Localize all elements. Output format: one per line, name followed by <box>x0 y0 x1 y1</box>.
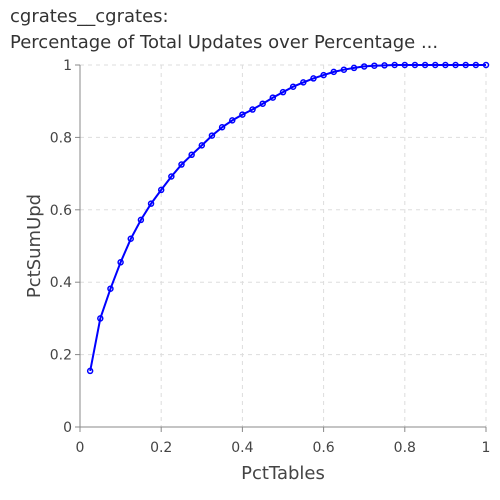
axes <box>75 64 487 432</box>
y-tick-label: 0.2 <box>50 348 72 364</box>
data-point <box>442 61 449 69</box>
data-point <box>239 111 246 118</box>
data-point <box>411 61 419 69</box>
data-point <box>249 106 256 113</box>
data-point <box>472 61 480 69</box>
y-tick-label: 0.4 <box>50 275 72 291</box>
x-tick-label: 1 <box>482 440 491 456</box>
data-point <box>371 62 378 69</box>
x-axis-title: PctTables <box>241 463 325 484</box>
data-point <box>340 66 348 73</box>
data-point <box>279 88 287 96</box>
data-point <box>259 100 266 107</box>
grid <box>80 64 487 427</box>
data-point <box>86 367 94 375</box>
x-tick-label: 0.6 <box>312 440 334 456</box>
data-point <box>401 61 409 69</box>
tick-labels: 0 0.2 0.4 0.6 0.8 1 0 0.2 0.4 0.6 0.8 1 <box>50 58 491 456</box>
y-tick-label: 0 <box>63 420 72 436</box>
data-point <box>218 124 226 131</box>
data-point <box>462 61 469 69</box>
data-point <box>421 61 429 69</box>
y-tick-label: 1 <box>63 58 72 74</box>
data-point <box>117 259 124 266</box>
data-point <box>289 83 297 90</box>
x-tick-label: 0 <box>76 440 85 456</box>
data-point <box>360 63 368 70</box>
data-point <box>127 235 134 243</box>
data-point <box>157 186 165 194</box>
data-point <box>178 161 185 168</box>
y-tick-label: 0.8 <box>50 130 72 146</box>
data-point <box>269 94 277 101</box>
data-point <box>168 173 175 180</box>
chart-subtitle: Percentage of Total Updates over Percent… <box>10 32 439 53</box>
data-point <box>137 216 145 224</box>
data-point <box>350 64 358 72</box>
data-point <box>330 68 337 76</box>
x-tick-label: 0.4 <box>231 440 253 456</box>
data-point <box>107 285 114 292</box>
x-tick-label: 0.8 <box>394 440 416 456</box>
y-axis-title: PctSumUpd <box>24 194 45 298</box>
data-point <box>482 61 490 69</box>
x-tick-label: 0.2 <box>150 440 172 456</box>
data-point <box>188 151 195 159</box>
data-point <box>452 61 459 69</box>
data-point <box>320 71 327 79</box>
chart-title: cgrates__cgrates: <box>10 6 169 27</box>
data-point <box>391 61 398 69</box>
data-point <box>432 61 439 69</box>
data-point <box>147 200 155 207</box>
series-line <box>89 64 486 372</box>
data-point <box>208 132 216 139</box>
data-point <box>300 79 307 86</box>
data-point <box>229 117 236 124</box>
data-point <box>310 75 317 82</box>
data-point <box>381 62 388 69</box>
data-point <box>198 142 206 149</box>
y-tick-label: 0.6 <box>50 203 72 219</box>
data-point <box>97 315 104 322</box>
series <box>86 61 490 375</box>
